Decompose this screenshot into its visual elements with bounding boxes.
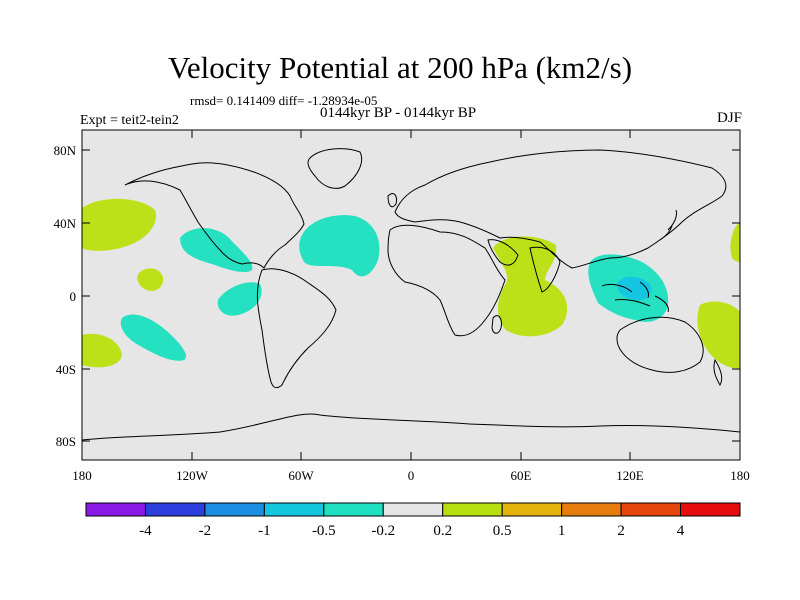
colorbar-label: 0.5 bbox=[493, 523, 512, 539]
coast-australia bbox=[616, 316, 704, 373]
colorbar-box-4 bbox=[323, 502, 384, 517]
colorbar-label: 2 bbox=[617, 523, 625, 539]
colorbar-box-9 bbox=[620, 502, 682, 517]
colorbar-labels: -4 -2 -1 -0.5 -0.2 0.2 0.5 1 2 4 bbox=[139, 523, 685, 539]
colorbar bbox=[85, 502, 741, 517]
coast-antarctica bbox=[81, 413, 741, 441]
coast-north-america bbox=[124, 162, 305, 269]
coast-arabia bbox=[487, 239, 519, 266]
lon-label-120w: 120W bbox=[176, 468, 209, 483]
colorbar-box-2 bbox=[204, 502, 265, 517]
lat-label-40s: 40S bbox=[56, 362, 76, 377]
pos-blob-dateline-north bbox=[730, 222, 740, 262]
lat-label-80s: 80S bbox=[56, 434, 76, 449]
coast-greenland bbox=[307, 148, 363, 189]
colorbar-label: 1 bbox=[558, 523, 566, 539]
experiment-label: Expt = teit2-tein2 bbox=[80, 113, 179, 128]
period-label: 0144kyr BP - 0144kyr BP bbox=[320, 105, 477, 121]
lat-label-0: 0 bbox=[70, 289, 77, 304]
positive-anomaly-regions bbox=[82, 198, 740, 369]
colorbar-label: -1 bbox=[258, 523, 271, 539]
coast-south-america bbox=[256, 268, 337, 389]
stats-line: rmsd= 0.141409 diff= -1.28934e-05 bbox=[190, 93, 378, 108]
plot-title: Velocity Potential at 200 hPa (km2/s) bbox=[167, 50, 633, 85]
colorbar-box-1 bbox=[144, 502, 206, 517]
colorbar-label: -0.2 bbox=[371, 523, 395, 539]
lat-tick-marks bbox=[82, 149, 740, 442]
colorbar-box-5 bbox=[382, 502, 444, 517]
lon-label-60w: 60W bbox=[288, 468, 314, 483]
lat-label-40n: 40N bbox=[54, 216, 77, 231]
coast-japan bbox=[659, 209, 677, 241]
coast-madagascar bbox=[491, 315, 502, 334]
colorbar-label: -4 bbox=[139, 523, 152, 539]
coast-uk bbox=[387, 193, 397, 208]
lat-label-80n: 80N bbox=[54, 143, 77, 158]
coastlines bbox=[81, 148, 741, 441]
neg-core-maritime-continent bbox=[617, 276, 652, 301]
colorbar-box-3 bbox=[263, 502, 325, 517]
season-label: DJF bbox=[716, 110, 742, 126]
colorbar-box-10 bbox=[680, 502, 741, 517]
pos-blob-nw-pacific bbox=[82, 198, 156, 251]
lon-tick-marks bbox=[81, 130, 741, 460]
colorbar-box-7 bbox=[501, 502, 563, 517]
pos-blob-australia-east bbox=[697, 301, 740, 369]
colorbar-label: -0.5 bbox=[312, 523, 336, 539]
coast-india bbox=[529, 246, 561, 293]
pos-blob-sw-pacific bbox=[82, 333, 122, 368]
coast-new-zealand bbox=[713, 358, 723, 387]
lon-label-60e: 60E bbox=[511, 468, 532, 483]
lon-label-120e: 120E bbox=[616, 468, 644, 483]
lon-label-0: 0 bbox=[408, 468, 415, 483]
neg-blob-atlantic bbox=[299, 215, 380, 277]
colorbar-box-0 bbox=[85, 502, 146, 517]
pos-blob-central-pacific bbox=[137, 268, 164, 291]
colorbar-box-8 bbox=[561, 502, 622, 517]
coast-indonesia bbox=[601, 281, 669, 313]
neg-blob-south-pacific bbox=[120, 314, 187, 361]
lon-label-180w: 180 bbox=[72, 468, 92, 483]
coast-africa bbox=[387, 224, 506, 337]
coast-eurasia bbox=[394, 149, 727, 269]
lon-label-180e: 180 bbox=[730, 468, 750, 483]
colorbar-label: 0.2 bbox=[433, 523, 452, 539]
neg-blob-east-pacific bbox=[217, 282, 262, 316]
pos-blob-africa-indian bbox=[493, 236, 568, 337]
colorbar-label: -2 bbox=[199, 523, 212, 539]
colorbar-box-6 bbox=[442, 502, 503, 517]
colorbar-label: 4 bbox=[677, 523, 685, 539]
